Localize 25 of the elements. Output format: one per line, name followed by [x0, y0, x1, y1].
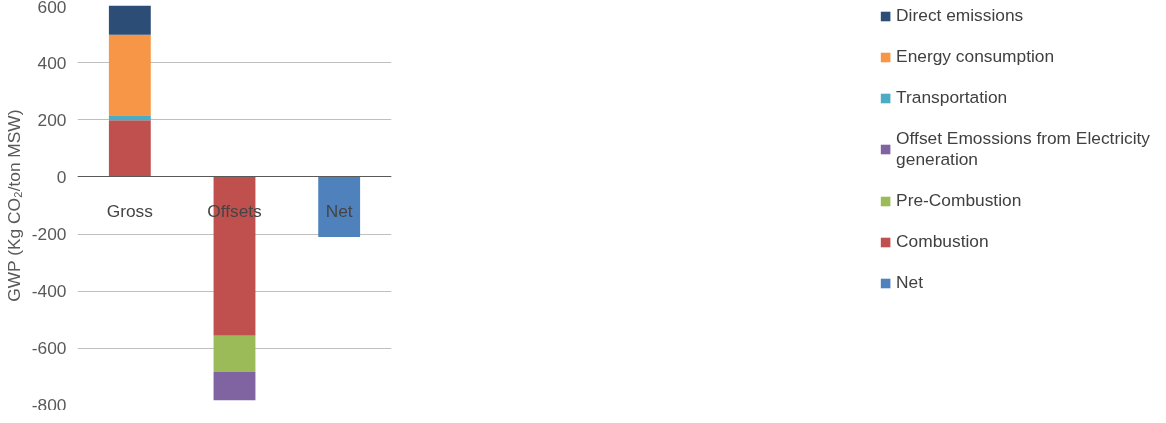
- y-tick-label: 0: [56, 166, 67, 187]
- y-tick-label: 200: [37, 109, 67, 130]
- x-tick-label: Net: [325, 200, 353, 221]
- y-tick-label: -200: [31, 224, 67, 245]
- bar: [108, 115, 151, 121]
- legend-label: Net: [896, 272, 924, 293]
- y-tick-label: -800: [31, 394, 67, 415]
- y-tick-label: -400: [31, 281, 67, 302]
- y-axis-title: GWP (Kg CO₂/ton MSW): [3, 109, 24, 302]
- bar: [108, 120, 151, 177]
- bar: [213, 372, 256, 401]
- legend-label: Transportation: [896, 87, 1008, 108]
- legend-label: Offset Emossions from Electricity generation: [896, 128, 1150, 170]
- y-tick-label: -600: [31, 338, 67, 359]
- bar: [108, 5, 151, 35]
- x-tick-label: Gross: [106, 200, 154, 221]
- bar: [213, 335, 256, 373]
- legend-label: Energy consumption: [896, 46, 1055, 67]
- bar: [318, 176, 361, 237]
- legend-label: Combustion: [896, 231, 989, 252]
- y-tick-label: 400: [37, 52, 67, 73]
- y-tick-label: 600: [37, 0, 67, 17]
- legend-label: Pre-Combustion: [896, 190, 1022, 211]
- legend-label: Direct emissions: [896, 5, 1024, 26]
- bar: [108, 34, 151, 116]
